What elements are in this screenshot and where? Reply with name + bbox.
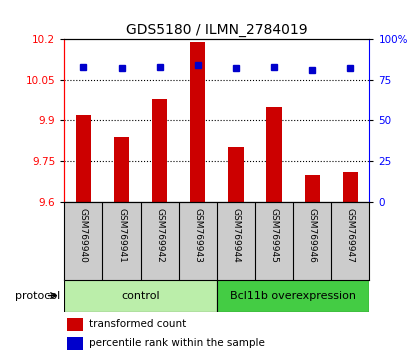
- Bar: [152, 99, 167, 202]
- Text: control: control: [121, 291, 160, 301]
- Text: GSM769943: GSM769943: [193, 208, 202, 263]
- Bar: [67, 337, 83, 350]
- Text: GSM769942: GSM769942: [155, 208, 164, 263]
- Bar: [67, 318, 83, 331]
- Bar: [114, 137, 129, 202]
- Text: GSM769941: GSM769941: [117, 208, 126, 263]
- Text: transformed count: transformed count: [89, 319, 186, 329]
- Bar: [228, 148, 244, 202]
- Bar: [217, 280, 369, 312]
- Text: GSM769946: GSM769946: [308, 208, 317, 263]
- Text: percentile rank within the sample: percentile rank within the sample: [89, 338, 265, 348]
- Text: GSM769947: GSM769947: [346, 208, 355, 263]
- Bar: [64, 280, 217, 312]
- Bar: [343, 172, 358, 202]
- Title: GDS5180 / ILMN_2784019: GDS5180 / ILMN_2784019: [126, 23, 308, 36]
- Text: protocol: protocol: [15, 291, 60, 301]
- Text: GSM769945: GSM769945: [269, 208, 278, 263]
- Text: GSM769944: GSM769944: [232, 208, 240, 263]
- Text: GSM769940: GSM769940: [79, 208, 88, 263]
- Bar: [305, 175, 320, 202]
- Bar: [266, 107, 282, 202]
- Bar: [76, 115, 91, 202]
- Bar: [190, 42, 205, 202]
- Text: Bcl11b overexpression: Bcl11b overexpression: [230, 291, 356, 301]
